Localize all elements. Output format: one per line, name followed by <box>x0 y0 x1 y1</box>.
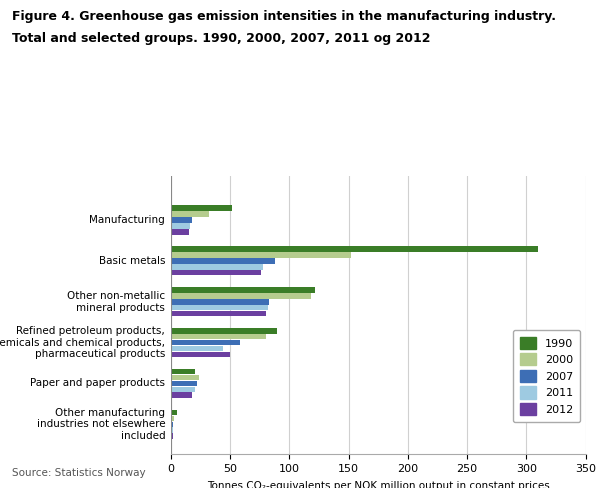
Text: Figure 4. Greenhouse gas emission intensities in the manufacturing industry.: Figure 4. Greenhouse gas emission intens… <box>12 10 556 23</box>
Bar <box>171 205 232 211</box>
Bar <box>171 328 278 334</box>
Bar <box>171 293 310 299</box>
Bar <box>171 433 173 439</box>
Text: Total and selected groups. 1990, 2000, 2007, 2011 og 2012: Total and selected groups. 1990, 2000, 2… <box>12 32 431 45</box>
Bar <box>171 246 538 252</box>
Legend: 1990, 2000, 2007, 2011, 2012: 1990, 2000, 2007, 2011, 2012 <box>513 330 580 422</box>
Bar <box>171 334 265 340</box>
Bar <box>171 305 268 310</box>
Bar <box>171 410 177 415</box>
Bar <box>171 229 188 235</box>
X-axis label: Tonnes CO₂-equivalents per NOK million output in constant prices: Tonnes CO₂-equivalents per NOK million o… <box>207 481 550 488</box>
Bar <box>171 346 223 351</box>
Bar <box>171 340 240 346</box>
Bar <box>171 392 192 398</box>
Bar <box>171 386 195 392</box>
Bar <box>171 351 230 357</box>
Bar <box>171 427 173 433</box>
Bar <box>171 223 190 229</box>
Bar <box>171 381 197 386</box>
Bar <box>171 211 209 217</box>
Bar <box>171 375 199 380</box>
Bar <box>171 311 265 316</box>
Bar <box>171 287 315 293</box>
Bar <box>171 270 261 275</box>
Bar <box>171 264 264 269</box>
Bar <box>171 369 195 374</box>
Text: Source: Statistics Norway: Source: Statistics Norway <box>12 468 146 478</box>
Bar <box>171 217 192 223</box>
Bar <box>171 252 351 258</box>
Bar <box>171 422 173 427</box>
Bar <box>171 299 269 305</box>
Bar <box>171 258 275 264</box>
Bar <box>171 416 174 421</box>
